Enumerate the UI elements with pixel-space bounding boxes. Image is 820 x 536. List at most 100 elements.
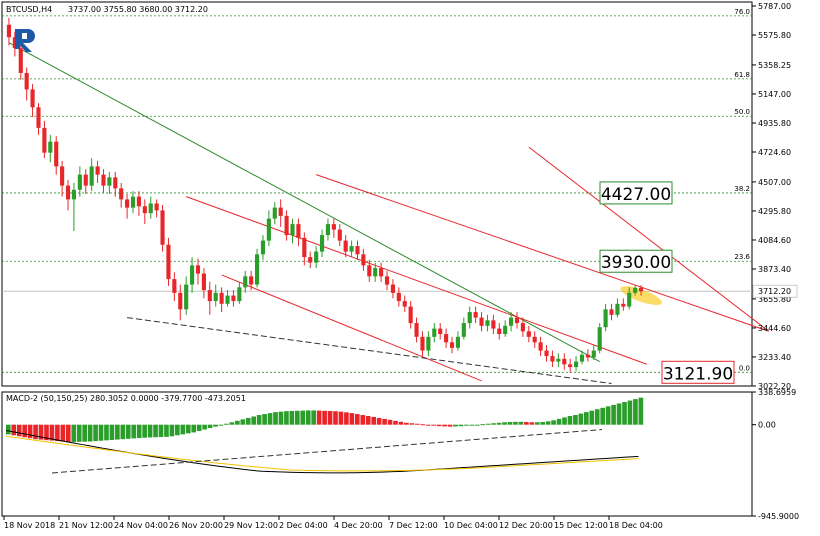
macd-bar	[616, 403, 622, 425]
y-tick-label: 4507.00	[758, 178, 791, 187]
broker-logo	[15, 29, 35, 52]
candle-body	[597, 327, 602, 351]
y-tick-label: 3655.80	[758, 295, 791, 304]
candle-body	[355, 246, 360, 255]
macd-header: MACD-2 (50,150,25) 280.3052 0.0000 -379.…	[6, 394, 246, 403]
candle-body	[6, 24, 12, 38]
candle-body	[237, 287, 242, 302]
candle-body	[503, 325, 508, 335]
macd-bar	[305, 410, 311, 425]
macd-bar	[409, 423, 415, 425]
candle-body	[491, 320, 496, 329]
macd-bar	[196, 424, 202, 431]
candle-body	[449, 342, 455, 348]
x-tick-label: 2 Dec 04:00	[279, 521, 328, 530]
green-trendline	[8, 42, 600, 363]
macd-bar	[594, 409, 600, 425]
macd-bar	[404, 422, 409, 425]
macd-bar	[175, 424, 180, 436]
macd-bar	[316, 410, 322, 425]
candle-body	[254, 254, 260, 285]
fib-label-5: 0.0	[739, 364, 750, 372]
x-tick-label: 18 Dec 04:00	[609, 521, 663, 530]
macd-bar	[453, 424, 458, 427]
candle-body	[438, 328, 443, 335]
candle-body	[24, 72, 29, 90]
candle-body	[225, 295, 230, 304]
candle-body	[142, 206, 147, 214]
candle-body	[331, 224, 336, 230]
candle-body	[579, 354, 585, 362]
macd-bar	[327, 410, 333, 425]
macd-bar	[387, 419, 393, 425]
y-tick-label: 3022.20	[758, 382, 791, 391]
candle-body	[444, 334, 449, 343]
macd-bar	[480, 424, 486, 426]
macd-bar	[115, 424, 120, 440]
candle-body	[113, 177, 118, 189]
fibonacci-levels: 76.0 61.8 50.0 38.2 23.6 0.0	[2, 8, 752, 373]
candle-body	[243, 276, 248, 288]
macd-bar	[338, 411, 344, 425]
macd-bar	[284, 411, 289, 425]
candles	[6, 17, 644, 373]
candle-body	[432, 328, 437, 337]
macd-bar	[169, 424, 175, 437]
candle-body	[154, 203, 159, 211]
macd-bar	[502, 422, 507, 425]
candle-body	[384, 276, 390, 285]
candle-body	[479, 317, 484, 326]
candle-body	[12, 37, 17, 49]
macd-bar	[164, 424, 169, 437]
y-tick-label: 4724.60	[758, 148, 791, 157]
candle-body	[18, 48, 23, 73]
candle-body	[319, 235, 325, 252]
macd-bar	[229, 422, 235, 425]
candle-body	[77, 174, 82, 190]
macd-bar	[191, 424, 197, 433]
axes: 5787.00 5575.80 5358.25 5147.00 4935.80 4724.…	[3, 2, 799, 530]
candle-body	[107, 177, 112, 186]
candle-body	[526, 331, 531, 337]
macd-bar	[447, 424, 453, 427]
macd-bar	[235, 420, 240, 425]
candle-body	[461, 323, 466, 337]
macd-bar	[65, 424, 71, 443]
macd-bar	[38, 424, 44, 440]
macd-bar	[6, 424, 11, 435]
y-tick-label: 4084.60	[758, 236, 791, 245]
candle-body	[615, 303, 620, 315]
candle-body	[638, 287, 644, 292]
macd-bar	[491, 423, 496, 425]
macd-bar	[125, 424, 131, 439]
macd-bar	[142, 424, 147, 438]
candle-body	[514, 317, 520, 324]
candle-body	[544, 350, 549, 357]
macd-bar	[573, 415, 578, 425]
price-annotation-2: 3121.90	[663, 364, 733, 384]
macd-bar	[295, 410, 300, 425]
candle-body	[573, 361, 579, 368]
macd-bar	[158, 424, 164, 438]
candle-body	[260, 240, 266, 255]
candle-body	[585, 354, 590, 358]
macd-bar	[556, 418, 562, 425]
macd-bar	[469, 424, 475, 426]
macd-bar	[578, 413, 584, 425]
macd-bar	[311, 410, 317, 425]
symbol-label: BTCUSD,H4	[6, 5, 52, 14]
macd-bar	[529, 422, 535, 425]
candle-body	[302, 237, 307, 258]
macd-bar	[545, 421, 551, 425]
candle-body	[266, 218, 271, 241]
macd-bar	[600, 407, 606, 425]
macd-panel	[5, 397, 644, 474]
macd-signal-line	[5, 435, 639, 472]
price-annotation-box-0	[599, 181, 673, 205]
macd-bar	[425, 424, 431, 426]
macd-bar	[136, 424, 142, 439]
macd-bar	[82, 424, 87, 442]
x-tick-label: 18 Nov 2018	[4, 521, 55, 530]
candle-body	[426, 336, 431, 351]
candle-body	[349, 246, 354, 252]
